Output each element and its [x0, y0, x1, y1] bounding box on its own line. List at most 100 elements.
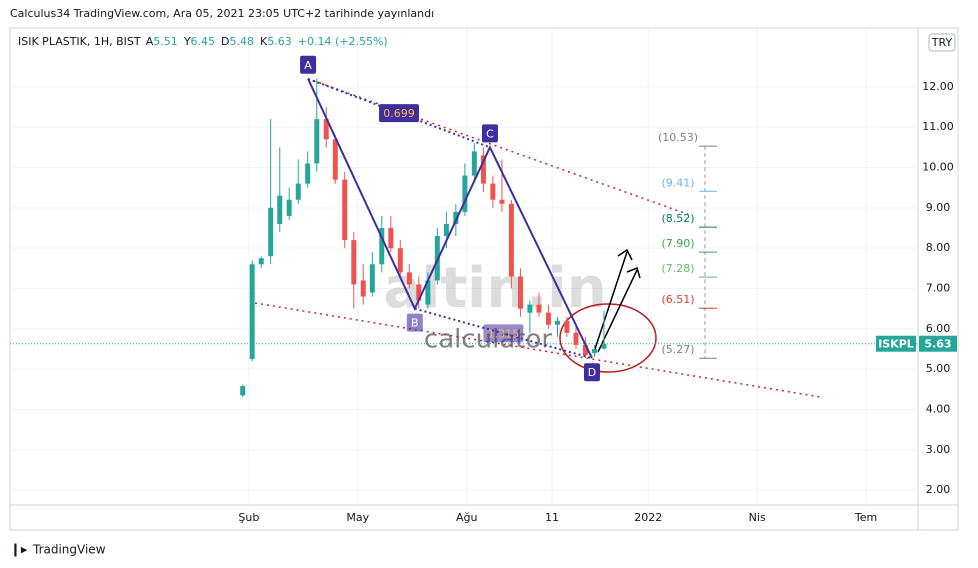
y-tick-label: 11.00 [922, 120, 954, 133]
candle [592, 344, 598, 358]
ratio-box [379, 104, 420, 123]
y-tick-label: 7.00 [926, 281, 951, 294]
x-tick-label: Nis [749, 511, 766, 524]
y-tick-label: 3.00 [926, 443, 951, 456]
pattern-line [307, 78, 593, 359]
close-value: 5.63 [267, 35, 292, 48]
candle [332, 135, 338, 184]
y-tick-label: 6.00 [926, 322, 951, 335]
candle [351, 232, 357, 309]
ticker-box [876, 335, 916, 352]
trendline [307, 78, 691, 216]
candle-body [277, 195, 283, 224]
candle [268, 119, 274, 265]
fib-level-label: (9.41) [661, 176, 694, 189]
y-tick-label: 2.00 [926, 483, 951, 496]
candle-body [369, 264, 375, 293]
y-tick-label: 9.00 [926, 201, 951, 214]
x-tick-label: 11 [545, 511, 559, 524]
y-tick-label: 12.00 [922, 80, 954, 93]
point-box [481, 124, 498, 143]
high-value: 6.45 [191, 35, 216, 48]
y-tick-label: 10.00 [922, 161, 954, 174]
tv-logo-text: TradingView [32, 543, 106, 557]
candle-body [425, 280, 431, 305]
candle [258, 256, 264, 269]
candle-body [323, 119, 329, 140]
point-label: B [411, 317, 419, 330]
candle-body [314, 119, 320, 164]
candle-body [582, 344, 588, 356]
candle-body [360, 280, 366, 297]
x-tick-label: Ağu [456, 511, 477, 524]
x-tick-label: May [346, 511, 369, 524]
open-value: 5.51 [153, 35, 178, 48]
candle-body [592, 348, 598, 353]
projection-arrows [593, 248, 641, 353]
candle-body [397, 248, 403, 273]
y-tick-label: 8.00 [926, 241, 951, 254]
candle [360, 264, 366, 305]
candle [240, 384, 246, 398]
candle [480, 147, 486, 192]
candle-body [443, 223, 449, 237]
low-value: 5.48 [230, 35, 255, 48]
candle-body [480, 155, 486, 184]
candle-body [499, 199, 505, 204]
candle [545, 304, 551, 329]
candle [323, 107, 329, 148]
candle [249, 260, 255, 362]
ratio-label: 1.315 [488, 327, 520, 340]
candle-body [249, 264, 255, 360]
chart-frame [9, 27, 959, 531]
candle-body [351, 240, 357, 285]
candle-body [545, 312, 551, 325]
candle [471, 143, 477, 180]
low-label: D [221, 35, 229, 48]
candle [527, 300, 533, 333]
candle [536, 292, 542, 317]
candle [573, 324, 579, 349]
candle-body [601, 343, 607, 349]
candle [286, 187, 292, 220]
arrow [593, 251, 628, 353]
candle-body [286, 199, 292, 216]
fib-level-label: (6.51) [661, 293, 694, 306]
y-tick-label: 4.00 [926, 402, 951, 415]
price-label: 5.63 [924, 338, 951, 351]
point-label: C [486, 127, 494, 140]
candle [295, 159, 301, 204]
currency[interactable]: TRY [931, 36, 953, 49]
candle [314, 78, 320, 172]
candle [388, 215, 394, 253]
arrow-head [626, 266, 641, 279]
candle-body [453, 211, 459, 224]
ratio-label: 0.699 [383, 107, 415, 120]
candle-body [240, 386, 246, 396]
currency-box[interactable] [928, 33, 956, 52]
candle [490, 175, 496, 208]
point-box [406, 313, 423, 332]
candle-body [295, 183, 301, 200]
candle-body [388, 227, 394, 249]
candle [397, 240, 403, 277]
fib-level-label: (7.90) [661, 237, 694, 250]
ratio-line [307, 77, 491, 149]
candle-body [379, 227, 385, 265]
fib-level-label: (5.27) [661, 343, 694, 356]
symbol: ISIK PLASTIK, 1H, BIST A5.51 Y6.45 D5.48 K5.… [18, 35, 388, 48]
candle [508, 199, 514, 289]
candle-body [332, 139, 338, 180]
candle [554, 316, 560, 337]
candle-body [268, 207, 274, 257]
open-label: A [146, 35, 154, 48]
candle-body [305, 163, 311, 184]
candle [305, 151, 311, 188]
x-tick-label: Tem [854, 511, 877, 524]
ratio-box [483, 324, 524, 343]
x-tick-label: 2022 [634, 511, 662, 524]
candle-body [527, 304, 533, 313]
candle-body [573, 332, 579, 345]
fib-level-label: (10.53) [658, 131, 698, 144]
